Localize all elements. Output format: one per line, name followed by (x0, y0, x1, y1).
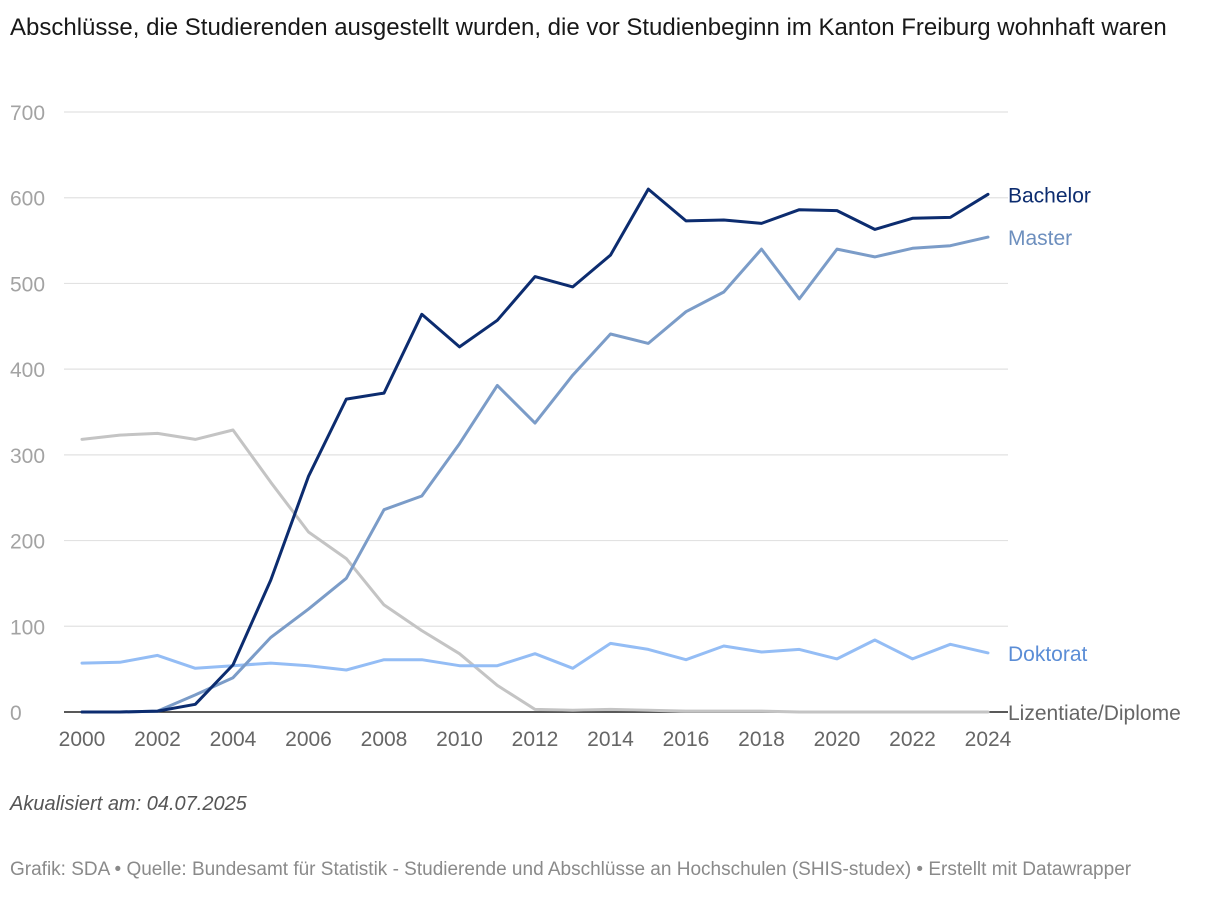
series-line-bachelor (80, 187, 990, 714)
y-tick-label-700: 700 (10, 102, 45, 125)
series-label-master: Master (1008, 227, 1072, 250)
x-tick-label-2016: 2016 (663, 728, 710, 751)
y-tick-label-400: 400 (10, 359, 45, 382)
x-tick-label-2010: 2010 (436, 728, 483, 751)
x-tick-label-2020: 2020 (814, 728, 861, 751)
x-tick-label-2008: 2008 (361, 728, 408, 751)
gridlines (64, 111, 1008, 713)
x-tick-label-2024: 2024 (965, 728, 1012, 751)
y-tick-label-500: 500 (10, 273, 45, 296)
series-line-master (80, 235, 990, 714)
series-labels: Bachelor Master Doktorat Lizentiate/Diplome (1008, 184, 1181, 725)
x-tick-label-2018: 2018 (738, 728, 785, 751)
x-tick-label-2002: 2002 (134, 728, 181, 751)
y-axis-ticks: 0 100 200 300 400 500 600 700 (10, 102, 45, 725)
x-tick-label-2006: 2006 (285, 728, 332, 751)
x-tick-label-2022: 2022 (889, 728, 936, 751)
series-label-lizentiate-diplome: Lizentiate/Diplome (1008, 702, 1181, 725)
x-tick-label-2000: 2000 (59, 728, 106, 751)
series-line-doktorat (80, 638, 990, 672)
updated-note: Akualisiert am: 04.07.2025 (10, 793, 247, 815)
y-tick-label-0: 0 (10, 702, 22, 725)
x-tick-label-2012: 2012 (512, 728, 559, 751)
y-tick-label-300: 300 (10, 445, 45, 468)
series-label-bachelor: Bachelor (1008, 184, 1091, 207)
x-axis-ticks: 2000 2002 2004 2006 2008 2010 2012 2014 2016 2018… (59, 728, 1012, 751)
source-footer: Grafik: SDA • Quelle: Bundesamt für Stat… (10, 859, 1132, 880)
series-lines (80, 187, 990, 714)
x-tick-label-2014: 2014 (587, 728, 634, 751)
chart-title: Abschlüsse, die Studierenden ausgestellt… (10, 14, 1167, 41)
x-tick-label-2004: 2004 (210, 728, 257, 751)
series-label-doktorat: Doktorat (1008, 643, 1088, 666)
y-tick-label-100: 100 (10, 616, 45, 639)
y-tick-label-200: 200 (10, 531, 45, 554)
series-line-lizentiate-diplome (80, 428, 990, 714)
y-tick-label-600: 600 (10, 188, 45, 211)
